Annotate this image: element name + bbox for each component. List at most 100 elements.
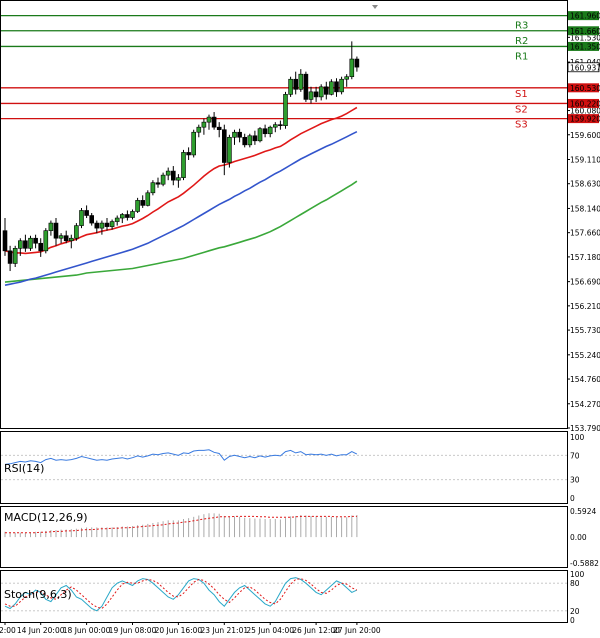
support-name: S3 (515, 120, 528, 131)
candle-body (334, 81, 339, 93)
last-price-marker: 160.937 (567, 62, 600, 73)
scroll-arrow-icon[interactable] (372, 5, 378, 9)
candle-body (354, 58, 360, 68)
candle-body (313, 91, 319, 98)
candle-body (303, 73, 309, 100)
rsi-tick-label: 100 (570, 433, 585, 442)
rsi-pane: 100 70 30 0 RSI(14) (1, 433, 585, 503)
candle-body (63, 235, 69, 242)
candle-body (227, 136, 232, 163)
rsi-tick-label: 0 (570, 494, 575, 503)
candle-body (165, 170, 171, 176)
price-tick-label: 157.180 (570, 253, 600, 262)
candle-body (43, 230, 49, 252)
support-price-label: 159.920 (570, 115, 600, 124)
moving-averages (4, 106, 358, 286)
candle-body (12, 248, 18, 264)
candle-body (84, 210, 89, 216)
candle-body (267, 126, 273, 135)
candle-body (272, 124, 278, 128)
candle-body (104, 222, 110, 227)
candle-body (257, 128, 263, 142)
price-tick-label: 155.240 (570, 351, 600, 360)
stoch-tick-label: 100 (570, 570, 585, 579)
last-price-box (567, 62, 600, 73)
candle-body (28, 237, 33, 249)
candlesticks (2, 41, 360, 272)
candle-body (344, 76, 350, 80)
candle-body (196, 126, 202, 133)
candle-body (114, 217, 120, 222)
resistance-price-box (568, 26, 599, 36)
candle-body (237, 131, 242, 138)
candle-body (38, 242, 44, 252)
support-price-box (568, 98, 599, 108)
macd-signal-line (5, 515, 357, 534)
candle-body (262, 128, 268, 135)
stoch-tick-label: 80 (570, 579, 580, 588)
time-tick-label: 20 Jun 16:00 (155, 626, 203, 635)
resistance-price-label: 161.960 (570, 12, 600, 21)
candle-body (58, 235, 64, 239)
candle-body (2, 230, 8, 252)
support-price-label: 160.530 (570, 84, 600, 93)
candle-body (242, 136, 247, 146)
candle-body (33, 237, 38, 244)
last-price-label: 160.937 (570, 63, 600, 72)
candle-body (247, 135, 253, 146)
candle-body (211, 116, 217, 128)
candle-body (79, 210, 84, 226)
rsi-title: RSI(14) (4, 462, 44, 475)
candle-body (201, 121, 207, 128)
resistance-name: R3 (515, 21, 528, 32)
candle-body (222, 129, 227, 163)
price-tick-label: 156.690 (570, 278, 600, 287)
candle-body (308, 91, 314, 100)
price-axis: 161.530161.040160.080159.600159.110158.6… (567, 33, 600, 433)
price-tick-label: 155.730 (570, 326, 600, 335)
resistance-price-box (568, 11, 599, 21)
candle-body (120, 214, 125, 219)
time-tick-label: 19 Jun 08:00 (109, 626, 157, 635)
candle-body (48, 222, 54, 231)
candle-body (191, 131, 196, 156)
candle-body (293, 78, 299, 90)
price-tick-label: 154.270 (570, 400, 600, 409)
candle-body (216, 126, 222, 131)
candle-body (53, 222, 59, 239)
price-pane-frame (0, 0, 568, 429)
stoch-tick-label: 20 (570, 607, 580, 616)
candle-body (176, 177, 181, 181)
ma-red-line (4, 106, 358, 255)
support-price-label: 160.220 (570, 99, 600, 108)
resistance-name: R1 (515, 51, 528, 62)
resistance-price-label: 161.660 (570, 27, 600, 36)
candle-body (69, 237, 74, 242)
candle-body (349, 58, 355, 78)
stoch-title: Stoch(9,6,3) (4, 588, 72, 601)
stoch-pane-frame (0, 570, 568, 623)
price-tick-label: 154.760 (570, 375, 600, 384)
macd-tick-label: 0.5924 (570, 507, 596, 516)
candle-body (125, 214, 130, 218)
candle-body (135, 200, 140, 212)
rsi-line (4, 449, 358, 465)
price-tick-label: 159.600 (570, 131, 600, 140)
candle-body (283, 94, 288, 126)
candle-body (89, 215, 94, 224)
macd-title: MACD(12,26,9) (4, 511, 88, 524)
resistance-price-label: 161.350 (570, 42, 600, 51)
candle-body (288, 78, 293, 95)
candle-body (160, 174, 166, 185)
candle-body (94, 222, 100, 229)
rsi-tick-label: 30 (570, 476, 580, 485)
rsi-pane-frame (0, 431, 568, 504)
support-resistance-lines: R1 161.350 R2 161.660 R3 161.960 S1 160.530 S2 16… (1, 11, 600, 131)
candle-body (109, 221, 115, 227)
candle-body (329, 81, 334, 95)
candle-body (74, 225, 79, 239)
candle-body (186, 152, 191, 156)
